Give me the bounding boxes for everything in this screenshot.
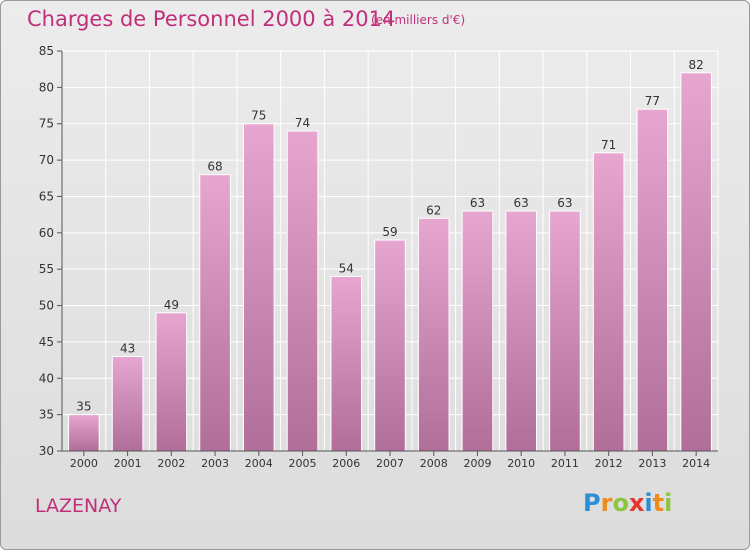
x-tick-label: 2014 [682,457,710,470]
x-tick-label: 2013 [638,457,666,470]
y-tick-label: 60 [39,226,54,240]
y-tick-label: 75 [39,117,54,131]
bar [199,174,231,452]
data-label: 63 [470,196,485,210]
bar [242,123,275,452]
x-tick-label: 2009 [463,457,491,470]
data-label: 77 [645,94,660,108]
y-tick-label: 30 [39,444,54,458]
logo-letter: i [664,489,673,517]
data-label: 74 [295,116,310,130]
axes: 30 35 40 45 50 55 60 65 70 75 80 85 2000 2001 2002 2003… [39,44,718,470]
town-name: LAZENAY [35,495,122,517]
chart-title: Charges de Personnel 2000 à 2014 [27,7,396,31]
x-tick-label: 2006 [332,457,360,470]
data-label: 82 [688,58,703,72]
data-label: 54 [339,261,354,275]
bar [155,312,188,452]
logo-letter: r [600,489,613,517]
data-label: 43 [120,341,135,355]
data-label: 49 [164,298,179,312]
logo-letter: P [583,489,601,517]
bar [417,217,450,452]
y-tick-label: 50 [39,299,54,313]
data-label: 68 [207,160,222,174]
x-tick-label: 2005 [289,457,317,470]
x-tick-label: 2010 [507,457,535,470]
bar [286,130,319,452]
logo-letter: t [652,489,665,517]
x-tick-label: 2000 [70,457,98,470]
bar [636,108,669,452]
y-tick-label: 80 [39,80,54,94]
x-tick-label: 2004 [245,457,273,470]
y-tick-label: 35 [39,408,54,422]
data-label: 63 [557,196,572,210]
bar [505,210,538,452]
y-tick-label: 55 [39,262,54,276]
x-tick-label: 2001 [114,457,142,470]
bar [549,210,581,452]
data-label: 63 [514,196,529,210]
y-tick-label: 45 [39,335,54,349]
bar [461,210,494,452]
logo-letter: o [612,489,629,517]
chart-subtitle: (en milliers d'€) [371,13,466,27]
bar [680,72,712,452]
data-label: 62 [426,203,441,217]
data-label: 75 [251,109,266,123]
logo-letter: x [628,489,645,517]
x-tick-label: 2003 [201,457,229,470]
logo-letter: i [644,489,653,517]
bar [330,275,363,452]
bar [592,152,625,452]
proxiti-logo[interactable]: Proxiti [583,489,672,517]
data-label: 35 [76,400,91,414]
x-tick-label: 2011 [551,457,579,470]
data-label: 59 [382,225,397,239]
bar [374,239,406,452]
bar [111,355,144,452]
data-label: 71 [601,138,616,152]
y-tick-label: 70 [39,153,54,167]
x-tick-label: 2012 [595,457,623,470]
x-tick-label: 2008 [420,457,448,470]
y-tick-label: 85 [39,44,54,58]
y-tick-label: 65 [39,189,54,203]
bar [68,414,100,452]
bars: 35 43 49 68 75 74 54 59 62 63 63 63 71 77 82 [68,58,712,452]
x-tick-label: 2002 [157,457,185,470]
y-tick-label: 40 [39,371,54,385]
x-tick-label: 2007 [376,457,404,470]
